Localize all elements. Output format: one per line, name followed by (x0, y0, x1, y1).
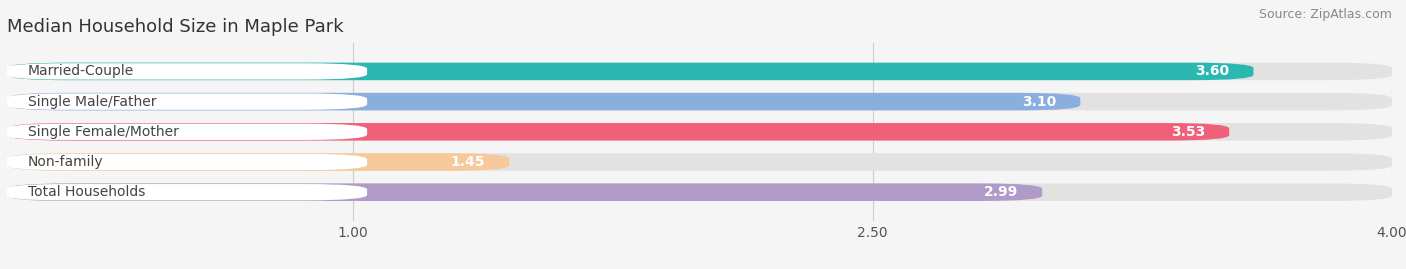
FancyBboxPatch shape (7, 63, 1254, 80)
Text: 2.99: 2.99 (984, 185, 1018, 199)
FancyBboxPatch shape (7, 93, 1392, 110)
FancyBboxPatch shape (4, 63, 367, 80)
FancyBboxPatch shape (7, 183, 1392, 201)
FancyBboxPatch shape (4, 124, 367, 140)
FancyBboxPatch shape (7, 153, 509, 171)
FancyBboxPatch shape (7, 123, 1229, 141)
Text: Single Male/Father: Single Male/Father (28, 95, 156, 109)
Text: Median Household Size in Maple Park: Median Household Size in Maple Park (7, 18, 343, 36)
FancyBboxPatch shape (7, 63, 1392, 80)
Text: Source: ZipAtlas.com: Source: ZipAtlas.com (1258, 8, 1392, 21)
Text: Total Households: Total Households (28, 185, 145, 199)
Text: 3.60: 3.60 (1195, 64, 1229, 79)
FancyBboxPatch shape (7, 93, 1080, 110)
Text: Married-Couple: Married-Couple (28, 64, 134, 79)
FancyBboxPatch shape (4, 154, 367, 170)
FancyBboxPatch shape (7, 123, 1392, 141)
Text: Single Female/Mother: Single Female/Mother (28, 125, 179, 139)
FancyBboxPatch shape (7, 183, 1042, 201)
Text: 3.53: 3.53 (1171, 125, 1205, 139)
Text: 1.45: 1.45 (450, 155, 485, 169)
FancyBboxPatch shape (4, 184, 367, 200)
Text: 3.10: 3.10 (1022, 95, 1056, 109)
FancyBboxPatch shape (7, 153, 1392, 171)
Text: Non-family: Non-family (28, 155, 104, 169)
FancyBboxPatch shape (4, 93, 367, 110)
